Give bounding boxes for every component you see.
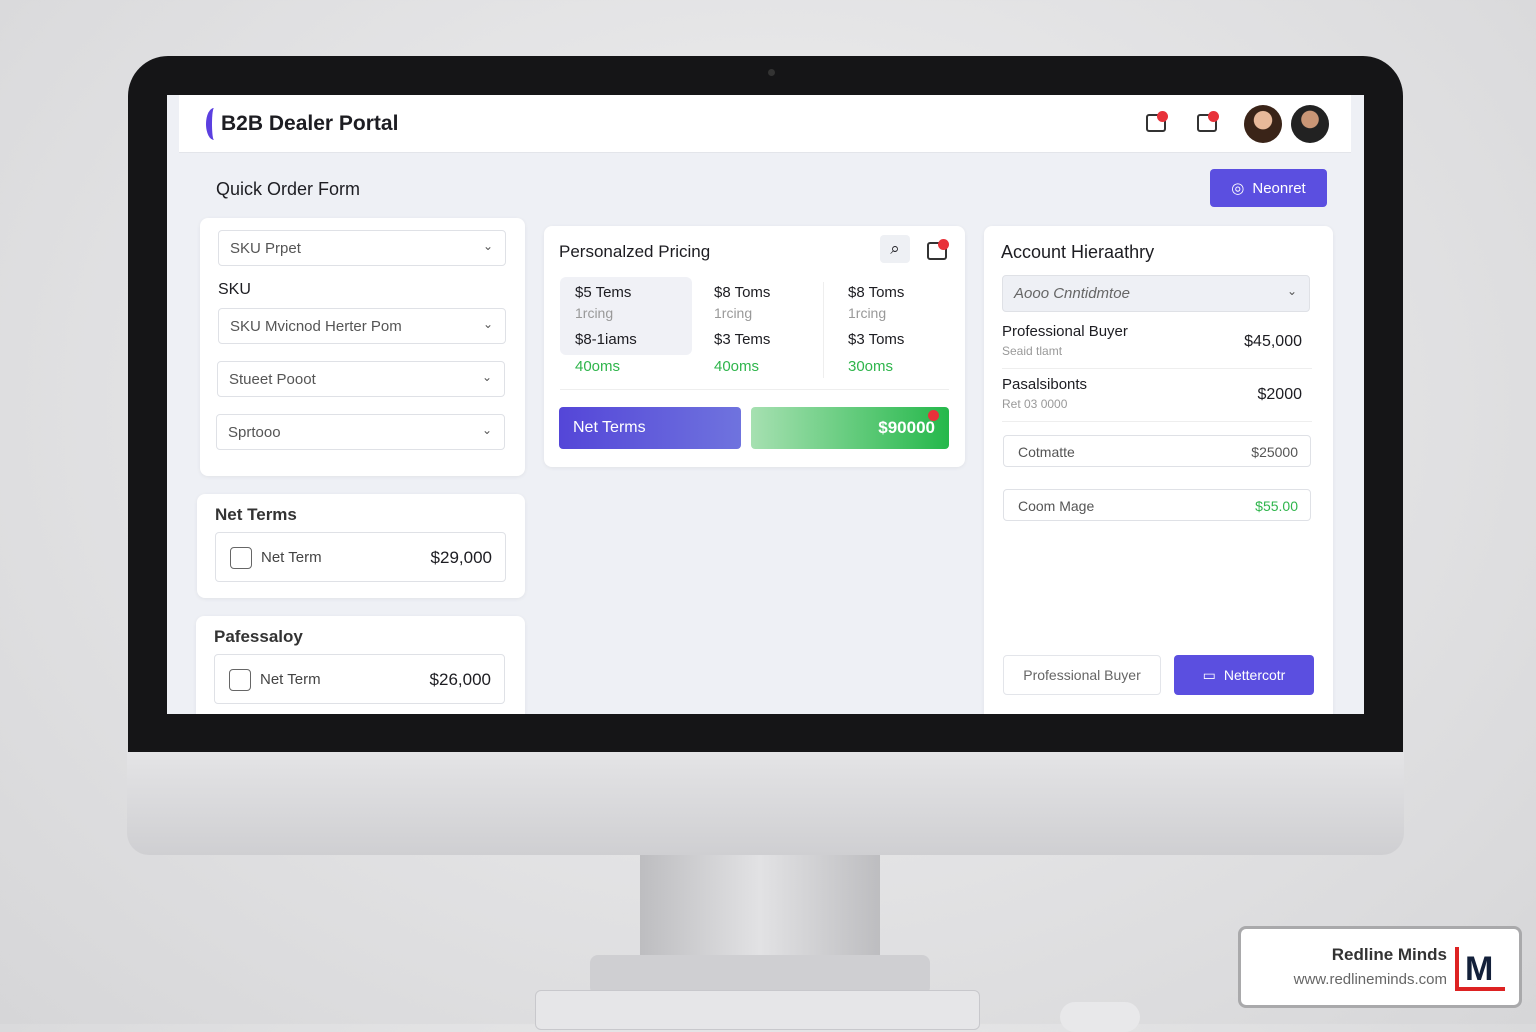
field-cotmatte[interactable]: Cotmatte $25000 xyxy=(1003,435,1311,467)
card-icon: ▭ xyxy=(1202,666,1216,683)
quick-order-card: SKU Prpet ⌄ SKU SKU Mvicnod Herter Pom ⌄ S… xyxy=(200,218,525,476)
divider xyxy=(823,282,824,378)
calendar-icon xyxy=(229,669,251,691)
avatar-man[interactable] xyxy=(1291,105,1329,143)
sku-label: SKU xyxy=(218,281,251,298)
row-value: $26,000 xyxy=(429,670,491,689)
nettercotr-button[interactable]: ▭ Nettercotr xyxy=(1174,655,1314,695)
tier-1[interactable]: $8 Toms 1rcing $3 Tems 40oms xyxy=(714,284,771,375)
street-select[interactable]: Stueet Pooot ⌄ xyxy=(217,361,505,397)
net-term-row[interactable]: Net Term $26,000 xyxy=(214,654,505,704)
screen: B2B Dealer Portal Quick Order Form ◎ Neon… xyxy=(167,95,1364,714)
selected-tier-bg xyxy=(560,277,692,355)
card-title: Personalzed Pricing xyxy=(559,242,711,261)
net-term-row[interactable]: Net Term $29,000 xyxy=(215,532,506,582)
field-coom-mage[interactable]: Coom Mage $55.00 xyxy=(1003,489,1311,521)
total-value: $90000 xyxy=(878,418,935,437)
monitor-base xyxy=(590,955,930,995)
button-label: Nettercotr xyxy=(1223,667,1286,683)
page-title: Quick Order Form xyxy=(216,179,361,199)
option-select[interactable]: Sprtooo ⌄ xyxy=(216,414,505,450)
account-select[interactable]: Aooo Cnntidmtoe ⌄ xyxy=(1002,275,1310,312)
net-terms-card: Net Terms Net Term $29,000 xyxy=(197,494,525,598)
app-title: B2B Dealer Portal xyxy=(221,112,399,135)
professional-card: Pafessaloy Net Term $26,000 xyxy=(196,616,525,714)
chevron-down-icon: ⌄ xyxy=(481,370,492,384)
inbox-button[interactable] xyxy=(1197,111,1219,132)
sku-model-select[interactable]: SKU Mvicnod Herter Pom ⌄ xyxy=(218,308,506,344)
monitor-chin xyxy=(127,752,1404,855)
calendar-icon xyxy=(230,547,252,569)
card-title: Pafessaloy xyxy=(214,627,303,646)
chevron-down-icon: ⌄ xyxy=(481,423,492,437)
search-icon[interactable]: ⌕ xyxy=(880,235,910,263)
sku-product-select[interactable]: SKU Prpet ⌄ xyxy=(218,230,506,266)
chevron-down-icon: ⌄ xyxy=(482,317,493,331)
avatar-woman[interactable] xyxy=(1244,105,1282,143)
pricing-card: Personalzed Pricing ⌕ $5 Tems 1rcing $8-1i… xyxy=(544,226,965,467)
account-row[interactable]: Pasalsibonts Ret 03 0000 $2000 xyxy=(1002,376,1312,422)
tier-0[interactable]: $5 Tems 1rcing $8-1iams 40oms xyxy=(575,284,637,375)
button-label: Neonret xyxy=(1252,179,1306,197)
card-title: Account Hieraathry xyxy=(1001,242,1155,262)
keyboard xyxy=(535,990,980,1030)
redline-minds-logo: M xyxy=(1455,947,1505,991)
account-card: Account Hieraathry Aooo Cnntidmtoe ⌄ Prof… xyxy=(984,226,1333,714)
row-value: $29,000 xyxy=(430,548,492,567)
watermark-name: Redline Minds xyxy=(1331,945,1447,964)
logo-icon xyxy=(206,108,222,140)
export-button[interactable] xyxy=(1146,111,1168,132)
watermark: Redline Minds www.redlineminds.com M xyxy=(1238,926,1522,1008)
export-icon xyxy=(1146,111,1168,132)
chat-icon: ◎ xyxy=(1231,180,1245,197)
inbox-icon xyxy=(1197,111,1219,132)
tier-2[interactable]: $8 Toms 1rcing $3 Toms 30oms xyxy=(848,284,905,375)
total-button[interactable]: $90000 xyxy=(751,407,949,449)
account-row[interactable]: Professional Buyer Seaid tlamt $45,000 xyxy=(1002,323,1312,369)
chevron-down-icon: ⌄ xyxy=(482,239,493,253)
app-header: B2B Dealer Portal xyxy=(179,95,1351,153)
watermark-url: www.redlineminds.com xyxy=(1293,971,1447,988)
row-label: Net Term xyxy=(260,671,321,688)
mouse xyxy=(1060,1002,1140,1032)
professional-buyer-button[interactable]: Professional Buyer xyxy=(1003,655,1161,695)
inbox-icon[interactable] xyxy=(927,239,949,260)
divider xyxy=(560,389,949,390)
row-label: Net Term xyxy=(261,549,322,566)
neonret-button[interactable]: ◎ Neonret xyxy=(1210,169,1327,207)
chevron-down-icon: ⌄ xyxy=(1286,284,1297,298)
net-terms-button[interactable]: Net Terms xyxy=(559,407,741,449)
webcam xyxy=(768,69,775,76)
card-title: Net Terms xyxy=(215,505,297,524)
